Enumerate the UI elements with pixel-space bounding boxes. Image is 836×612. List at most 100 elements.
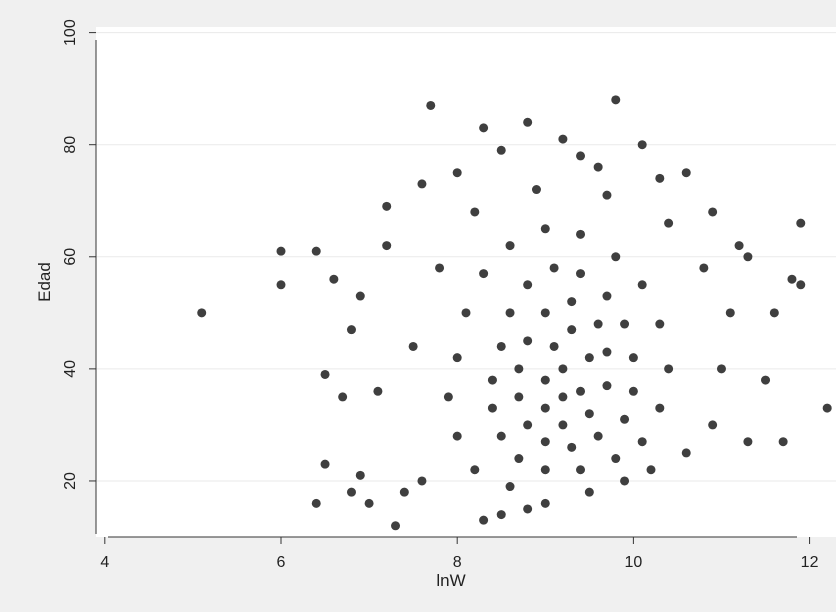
y-axis-title: Edad	[35, 262, 54, 302]
data-point	[655, 173, 665, 183]
data-point	[338, 392, 348, 402]
data-point	[637, 437, 647, 447]
x-tick-label: 4	[100, 554, 109, 571]
data-point	[593, 431, 603, 441]
data-point	[496, 510, 506, 520]
data-point	[417, 179, 427, 189]
data-point	[311, 498, 321, 508]
data-point	[558, 364, 568, 374]
data-point	[452, 353, 462, 363]
data-point	[452, 431, 462, 441]
data-point	[584, 487, 594, 497]
data-point	[355, 291, 365, 301]
data-point	[602, 347, 612, 357]
data-point	[479, 515, 489, 525]
data-point	[611, 95, 621, 105]
data-point	[611, 252, 621, 262]
data-point	[391, 521, 401, 531]
data-point	[320, 369, 330, 379]
data-point	[540, 465, 550, 475]
data-point	[743, 252, 753, 262]
data-point	[620, 476, 630, 486]
data-point	[435, 263, 445, 273]
x-tick-label: 8	[453, 554, 462, 571]
data-point	[743, 437, 753, 447]
data-point	[479, 269, 489, 279]
data-point	[470, 207, 480, 217]
y-tick-label: 100	[62, 19, 79, 46]
data-point	[628, 353, 638, 363]
data-point	[540, 224, 550, 234]
data-point	[523, 504, 533, 514]
gridlines	[96, 32, 836, 482]
data-point	[311, 246, 321, 256]
data-point	[567, 442, 577, 452]
data-point	[681, 168, 691, 178]
data-point	[540, 437, 550, 447]
data-point	[514, 392, 524, 402]
data-point	[664, 218, 674, 228]
data-point	[761, 375, 771, 385]
data-point	[329, 274, 339, 284]
data-point	[602, 381, 612, 391]
y-tick-label: 80	[62, 136, 79, 154]
x-tick-label: 6	[277, 554, 286, 571]
x-tick-label: 10	[624, 554, 642, 571]
data-points	[197, 95, 832, 531]
data-point	[320, 459, 330, 469]
data-point	[373, 386, 383, 396]
data-point	[637, 140, 647, 150]
data-point	[778, 437, 788, 447]
y-tick-label: 40	[62, 360, 79, 378]
data-point	[576, 151, 586, 161]
data-point	[602, 190, 612, 200]
data-point	[505, 308, 515, 318]
data-point	[725, 308, 735, 318]
axes	[95, 40, 797, 538]
data-point	[787, 274, 797, 284]
data-point	[637, 280, 647, 290]
data-point	[576, 269, 586, 279]
data-point	[540, 498, 550, 508]
data-point	[558, 392, 568, 402]
data-point	[540, 375, 550, 385]
data-point	[355, 470, 365, 480]
data-point	[523, 117, 533, 127]
data-point	[523, 336, 533, 346]
data-point	[531, 185, 541, 195]
data-point	[382, 201, 392, 211]
data-point	[796, 280, 806, 290]
data-point	[708, 207, 718, 217]
data-point	[452, 168, 462, 178]
y-tick-label: 20	[62, 472, 79, 490]
data-point	[558, 134, 568, 144]
data-point	[593, 319, 603, 329]
data-point	[576, 229, 586, 239]
data-point	[505, 241, 515, 251]
data-point	[364, 498, 374, 508]
data-point	[655, 319, 665, 329]
data-point	[197, 308, 207, 318]
data-point	[646, 465, 656, 475]
data-point	[822, 403, 832, 413]
data-point	[628, 386, 638, 396]
data-point	[655, 403, 665, 413]
x-axis-title: lnW	[436, 571, 465, 590]
data-point	[523, 280, 533, 290]
data-point	[487, 375, 497, 385]
data-point	[417, 476, 427, 486]
data-point	[496, 341, 506, 351]
data-point	[346, 325, 356, 335]
y-axis-ticks: 20 40 60 80 100	[62, 19, 96, 490]
plot-background	[96, 27, 836, 537]
data-point	[602, 291, 612, 301]
data-point	[567, 297, 577, 307]
data-point	[576, 465, 586, 475]
data-point	[496, 431, 506, 441]
data-point	[716, 364, 726, 374]
data-point	[576, 386, 586, 396]
data-point	[620, 414, 630, 424]
data-point	[514, 364, 524, 374]
